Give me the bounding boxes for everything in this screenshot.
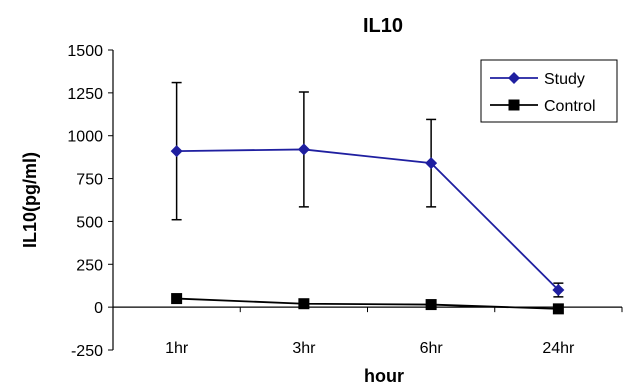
x-tick-label: 1hr xyxy=(165,340,189,357)
legend-item-study: Study xyxy=(490,71,585,88)
y-tick-label: 250 xyxy=(76,257,103,274)
data-point xyxy=(552,284,565,296)
y-tick-label: 1000 xyxy=(67,129,103,146)
y-tick-label: 750 xyxy=(76,172,103,189)
y-tick-label: 0 xyxy=(94,300,103,317)
legend-marker xyxy=(508,99,520,111)
legend-item-control: Control xyxy=(490,98,596,115)
series-line xyxy=(176,148,560,291)
x-tick-label: 24hr xyxy=(542,340,575,357)
data-point xyxy=(425,157,438,170)
x-tick-label: 3hr xyxy=(292,340,316,357)
data-point xyxy=(552,303,564,315)
data-point xyxy=(171,293,183,305)
x-tick-label: 6hr xyxy=(420,340,444,357)
y-tick-labels: -250 0 250 500 750 1000 1250 1500 xyxy=(67,43,103,360)
legend-box xyxy=(480,59,618,123)
legend-marker xyxy=(508,72,520,84)
data-point xyxy=(170,145,183,158)
chart-title: IL10 xyxy=(363,15,403,37)
series-line xyxy=(176,297,559,310)
series-layer xyxy=(170,81,565,315)
legend-label: Control xyxy=(544,98,596,115)
y-tick-label: -250 xyxy=(71,343,103,360)
y-tick-label: 500 xyxy=(76,214,103,231)
x-axis-label: hour xyxy=(364,366,404,386)
series-study xyxy=(170,81,565,298)
data-point xyxy=(425,299,437,311)
series-control xyxy=(171,293,564,315)
legend: Study Control xyxy=(480,59,618,123)
y-tick-label: 1250 xyxy=(67,86,103,103)
y-axis-label: IL10(pg/ml) xyxy=(20,152,40,248)
data-point xyxy=(298,298,310,310)
legend-label: Study xyxy=(544,71,585,88)
y-tick-label: 1500 xyxy=(67,43,103,60)
data-point xyxy=(297,143,310,156)
x-tick-labels: 1hr 3hr 6hr 24hr xyxy=(165,340,575,357)
axes xyxy=(108,49,623,351)
